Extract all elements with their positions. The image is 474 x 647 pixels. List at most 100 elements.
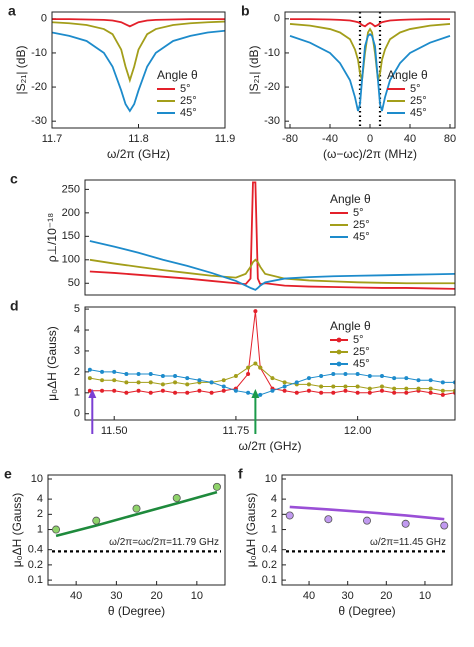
x-tick-label: 40: [70, 590, 82, 602]
data-point: [148, 390, 153, 395]
data-point: [392, 376, 397, 381]
y-tick-label: 1: [74, 387, 80, 399]
data-point: [172, 494, 181, 503]
data-point: [124, 371, 129, 376]
axes-frame: [47, 474, 226, 586]
x-tick-label: 80: [444, 133, 456, 145]
plot-area: [52, 18, 225, 113]
panel-label: a: [8, 3, 16, 19]
x-tick-label: 20: [380, 590, 392, 602]
panel-label: e: [4, 466, 12, 482]
data-point: [379, 374, 384, 379]
data-point: [92, 516, 101, 525]
data-point: [233, 374, 238, 379]
x-tick-label: 11.8: [128, 133, 149, 145]
data-point: [132, 504, 141, 513]
data-point: [367, 386, 372, 391]
data-point: [282, 384, 287, 389]
x-axis-label: (ω−ωc)/2π (MHz): [323, 147, 417, 161]
legend-marker: [336, 349, 342, 355]
y-tick-label: 0.4: [262, 544, 277, 556]
legend-label: 45°: [410, 107, 427, 119]
y-tick-label: 0.1: [262, 574, 277, 586]
data-point: [124, 380, 129, 385]
data-point: [355, 390, 360, 395]
x-tick-label: 10: [419, 590, 431, 602]
series-line: [52, 29, 225, 113]
x-tick-label: 30: [342, 590, 354, 602]
data-point: [440, 521, 449, 530]
data-point: [416, 378, 421, 383]
x-tick-label: 11.50: [101, 425, 128, 437]
y-tick-label: 4: [271, 493, 277, 505]
series-line: [89, 240, 455, 291]
panel-label: d: [10, 298, 19, 314]
data-point: [246, 371, 251, 376]
legend-title: Angle θ: [330, 192, 371, 206]
legend-label: 45°: [353, 231, 370, 243]
y-tick-label: 4: [74, 324, 80, 336]
y-tick-label: 250: [62, 183, 80, 195]
data-point: [52, 525, 61, 534]
data-point: [319, 374, 324, 379]
data-point: [440, 392, 445, 397]
data-point: [258, 392, 263, 397]
data-point: [362, 516, 371, 525]
data-point: [185, 390, 190, 395]
data-point: [306, 376, 311, 381]
legend-marker: [336, 337, 342, 343]
x-tick-label: 11.7: [42, 133, 63, 145]
data-point: [160, 374, 165, 379]
y-tick-label: 50: [68, 277, 80, 289]
y-tick-label: 10: [265, 473, 277, 485]
data-point: [197, 378, 202, 383]
y-tick-label: -20: [31, 81, 47, 93]
annotation: ω/2π=11.45 GHz: [370, 537, 446, 548]
y-tick-label: -30: [31, 115, 47, 127]
x-axis-label: θ (Degree): [338, 604, 395, 618]
legend-label: 25°: [353, 346, 370, 358]
series-line: [52, 20, 225, 84]
data-point: [148, 371, 153, 376]
data-point: [270, 376, 275, 381]
data-point: [221, 384, 226, 389]
data-point: [185, 376, 190, 381]
y-tick-label: 150: [62, 230, 80, 242]
data-point: [112, 388, 117, 393]
legend-label: 5°: [353, 334, 364, 346]
data-point: [87, 376, 92, 381]
data-point: [367, 374, 372, 379]
data-point: [355, 371, 360, 376]
x-tick-label: 30: [110, 590, 122, 602]
data-point: [173, 374, 178, 379]
data-point: [294, 380, 299, 385]
series-line: [89, 311, 455, 396]
data-point: [112, 369, 117, 374]
y-tick-label: 5: [74, 303, 80, 315]
data-point: [221, 388, 226, 393]
data-point: [160, 382, 165, 387]
data-point: [379, 384, 384, 389]
data-point: [197, 388, 202, 393]
legend-marker: [336, 361, 342, 367]
x-tick-label: 11.75: [223, 425, 250, 437]
y-tick-label: 0.2: [28, 559, 43, 571]
x-tick-label: 12.00: [344, 425, 372, 437]
panel-label: b: [241, 3, 250, 19]
data-point: [136, 388, 141, 393]
y-tick-label: 1: [37, 523, 43, 535]
data-point: [160, 388, 165, 393]
plot-area: [89, 181, 455, 291]
data-point: [173, 380, 178, 385]
series-line: [290, 18, 450, 28]
y-tick-label: -30: [264, 115, 280, 127]
data-point: [343, 384, 348, 389]
legend-label: 25°: [410, 95, 427, 107]
data-point: [212, 482, 221, 491]
data-point: [221, 378, 226, 383]
data-point: [319, 390, 324, 395]
series-line: [52, 18, 225, 28]
y-axis-label: |S₂₁| (dB): [14, 46, 28, 95]
series-line: [289, 32, 451, 112]
plot-area: [285, 505, 449, 530]
